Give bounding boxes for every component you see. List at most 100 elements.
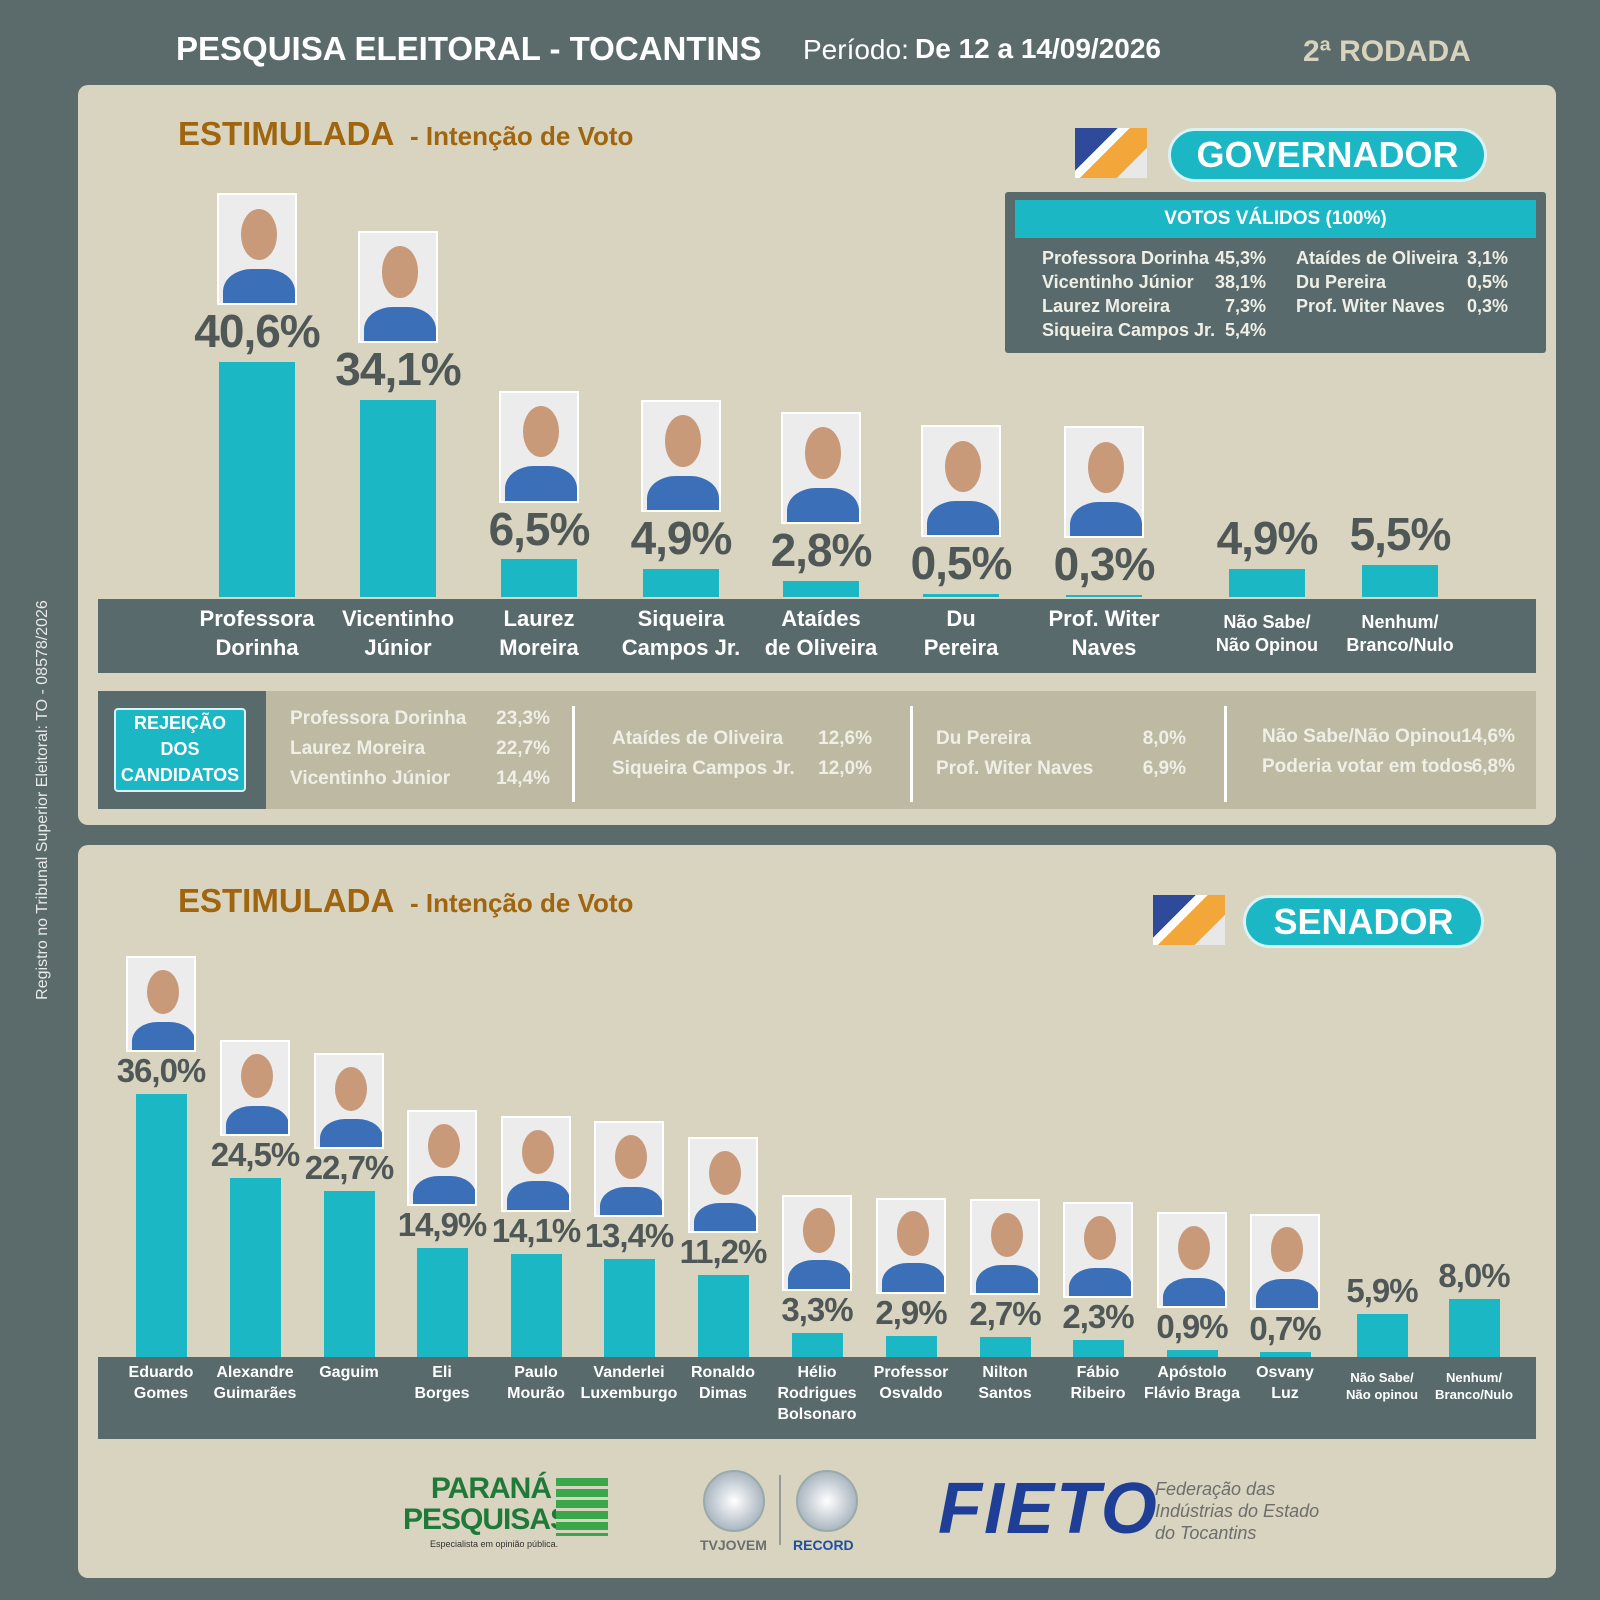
photo-body bbox=[1255, 1279, 1318, 1308]
photo bbox=[314, 1053, 384, 1150]
rejection-value: 12,0% bbox=[818, 758, 872, 779]
bar bbox=[923, 594, 999, 597]
photo bbox=[641, 399, 721, 512]
bar bbox=[783, 580, 859, 597]
photo-body bbox=[131, 1021, 194, 1051]
valid-name: Professora Dorinha bbox=[1042, 248, 1210, 268]
value-label: 34,1% bbox=[335, 343, 461, 395]
bar bbox=[219, 362, 295, 597]
office-pill: SENADOR bbox=[1243, 895, 1484, 948]
category-label: Osvany Luz bbox=[1256, 1364, 1314, 1402]
category-label: Ataídes de Oliveira bbox=[764, 606, 878, 660]
rejection-value: 6,9% bbox=[1142, 758, 1186, 779]
photo-body bbox=[647, 475, 719, 510]
value-label: 13,4% bbox=[584, 1217, 675, 1255]
photo-body bbox=[505, 466, 577, 501]
bar bbox=[323, 1191, 375, 1357]
title: PESQUISA ELEITORAL - TOCANTINS bbox=[176, 30, 762, 67]
category-strip bbox=[98, 599, 1536, 673]
category-label: Eli Borges bbox=[414, 1364, 470, 1402]
photo-head bbox=[522, 405, 560, 458]
photo-head bbox=[614, 1134, 648, 1179]
valid-votes-title: VOTOS VÁLIDOS (100%) bbox=[1015, 200, 1536, 238]
bar bbox=[501, 559, 577, 597]
rejection-value: 14,6% bbox=[1461, 726, 1515, 747]
value-label: 24,5% bbox=[210, 1136, 301, 1174]
section-title: ESTIMULADA bbox=[178, 882, 395, 919]
value-label: 0,7% bbox=[1249, 1309, 1321, 1347]
photo-head bbox=[896, 1211, 930, 1256]
office-pill: GOVERNADOR bbox=[1168, 128, 1487, 182]
value-label: 0,5% bbox=[910, 537, 1013, 590]
bar bbox=[1072, 1340, 1124, 1357]
value-label: 14,9% bbox=[397, 1206, 488, 1244]
photo-body bbox=[1070, 502, 1142, 537]
category-label: Alexandre Guimarães bbox=[213, 1364, 297, 1402]
bar bbox=[1448, 1298, 1500, 1357]
bar bbox=[643, 568, 719, 597]
value-label: 2,7% bbox=[969, 1295, 1041, 1333]
side-note: Registro no Tribunal Superior Eleitoral:… bbox=[34, 600, 51, 1000]
photo-body bbox=[787, 1260, 850, 1289]
section-subtitle: - Intenção de Voto bbox=[410, 121, 634, 151]
rejection-value: 8,0% bbox=[1142, 728, 1186, 749]
photo-body bbox=[223, 269, 295, 304]
value-label: 22,7% bbox=[304, 1149, 395, 1187]
rejection-name: Ataídes de Oliveira bbox=[612, 728, 784, 749]
photo-head bbox=[427, 1123, 461, 1168]
rejection-name: Siqueira Campos Jr. bbox=[612, 758, 795, 779]
category-label: Hélio Rodrigues Bolsonaro bbox=[777, 1364, 857, 1423]
photo-head bbox=[708, 1150, 742, 1195]
valid-value: 7,3% bbox=[1224, 296, 1266, 316]
value-label: 0,3% bbox=[1053, 538, 1156, 591]
value-label: 4,9% bbox=[630, 511, 733, 564]
bar bbox=[1166, 1350, 1218, 1357]
photo-head bbox=[1083, 1215, 1117, 1260]
category-label: Apóstolo Flávio Braga bbox=[1143, 1364, 1241, 1402]
valid-value: 0,5% bbox=[1466, 272, 1508, 292]
photo bbox=[594, 1121, 664, 1218]
photo-head bbox=[944, 440, 982, 493]
photo bbox=[358, 231, 438, 343]
photo-body bbox=[319, 1118, 382, 1148]
valid-value: 0,3% bbox=[1466, 296, 1508, 316]
category-label: Professora Dorinha bbox=[199, 606, 315, 660]
photo-body bbox=[881, 1263, 944, 1292]
photo-body bbox=[975, 1264, 1038, 1294]
value-label: 4,9% bbox=[1216, 511, 1319, 564]
photo-head bbox=[381, 246, 419, 298]
bar bbox=[229, 1178, 281, 1357]
category-strip bbox=[98, 1357, 1536, 1439]
section-title: ESTIMULADA bbox=[178, 115, 395, 152]
rejection-value: 12,6% bbox=[818, 728, 872, 749]
value-label: 5,9% bbox=[1346, 1271, 1418, 1309]
bar bbox=[510, 1254, 562, 1357]
separator bbox=[572, 706, 575, 802]
photo-head bbox=[1087, 441, 1125, 494]
value-label: 40,6% bbox=[194, 305, 320, 358]
value-label: 14,1% bbox=[491, 1212, 582, 1250]
photo-head bbox=[1177, 1225, 1211, 1271]
rejection-strip bbox=[98, 691, 1536, 809]
rejection-name: Professora Dorinha bbox=[290, 708, 467, 729]
fieto-logo: FIETO bbox=[938, 1469, 1159, 1549]
photo-head bbox=[240, 1053, 274, 1098]
section-subtitle: - Intenção de Voto bbox=[410, 888, 634, 918]
category-label: Ronaldo Dimas bbox=[691, 1364, 755, 1402]
valid-name: Siqueira Campos Jr. bbox=[1042, 320, 1216, 340]
category-label: Siqueira Campos Jr. bbox=[621, 606, 741, 660]
flag bbox=[1153, 895, 1225, 945]
category-label: Paulo Mourão bbox=[507, 1364, 565, 1402]
period: De 12 a 14/09/2026 bbox=[915, 33, 1161, 64]
rejection-value: 14,4% bbox=[496, 768, 550, 789]
category-label: Fábio Ribeiro bbox=[1070, 1364, 1126, 1402]
valid-name: Du Pereira bbox=[1296, 272, 1387, 292]
bar bbox=[1362, 565, 1438, 597]
separator bbox=[1224, 706, 1227, 802]
value-label: 5,5% bbox=[1349, 508, 1452, 561]
photo-body bbox=[1068, 1267, 1131, 1297]
photo bbox=[970, 1199, 1040, 1296]
photo bbox=[782, 1194, 852, 1291]
valid-name: Ataídes de Oliveira bbox=[1296, 248, 1459, 268]
photo-body bbox=[599, 1186, 662, 1216]
